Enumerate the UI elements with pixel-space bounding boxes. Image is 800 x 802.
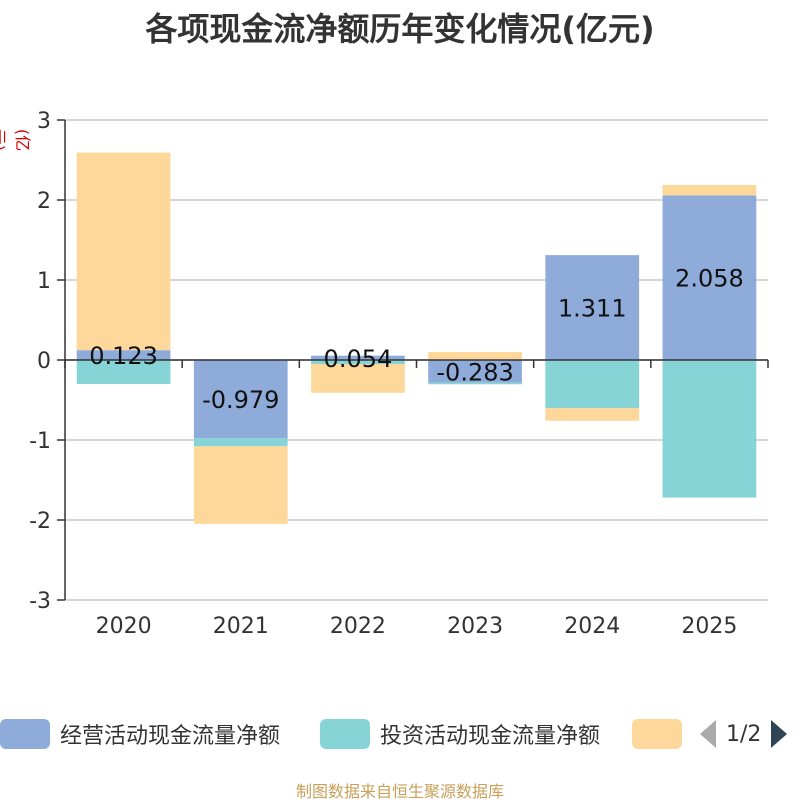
pager-page-text: 1/2 <box>726 721 762 747</box>
y-tick-label: -3 <box>29 589 51 614</box>
bar-2024-series-1 <box>545 360 640 408</box>
bar-2024-series-0 <box>545 255 640 360</box>
x-tick-label: 2021 <box>213 614 269 639</box>
data-label: 0.123 <box>89 342 158 370</box>
y-tick-label: -2 <box>29 509 51 534</box>
bar-2021-series-1 <box>193 438 288 447</box>
bar-2022-series-0 <box>311 355 405 360</box>
bar-chart: 3 2 1 0 -1 -2 -3 2020 2021 2022 2023 2024 2025 0.123 -… <box>29 109 769 639</box>
bar-2024-series-2 <box>545 408 640 421</box>
data-label: -0.979 <box>202 386 279 414</box>
legend-item-operating[interactable]: 经营活动现金流量净额 <box>0 714 280 754</box>
data-label: -0.283 <box>436 358 513 386</box>
data-source-note: 制图数据来自恒生聚源数据库 <box>295 782 504 801</box>
y-tick-label: 2 <box>37 189 51 214</box>
bar-2020-series-2 <box>76 152 171 351</box>
bar-2025-series-2 <box>662 184 757 196</box>
x-tick-label: 2020 <box>96 614 152 639</box>
y-tick-label: 1 <box>37 269 51 294</box>
y-tick-label: 0 <box>37 349 51 374</box>
bar-2023-series-0 <box>428 360 522 383</box>
pager-prev-icon[interactable] <box>700 720 716 748</box>
y-tick-label: 3 <box>37 109 51 134</box>
x-tick-label: 2024 <box>564 614 620 639</box>
bar-2025-series-0 <box>662 195 757 360</box>
pager-next-icon[interactable] <box>771 720 788 748</box>
bar-2021-series-0 <box>193 360 288 439</box>
legend-swatch-investing <box>320 719 370 749</box>
legend-swatch-operating <box>0 719 50 749</box>
legend-swatch-financing <box>632 719 682 749</box>
bar-2020-series-0 <box>76 350 171 360</box>
legend-item-investing[interactable]: 投资活动现金流量净额 <box>320 714 600 754</box>
bar-2020-series-1 <box>76 360 171 384</box>
bar-2022-series-1 <box>311 360 405 364</box>
bar-2022-series-2 <box>311 364 405 393</box>
data-label: 2.058 <box>675 265 744 293</box>
bar-2021-series-2 <box>193 446 288 524</box>
data-label: 0.054 <box>324 345 393 373</box>
chart-title: 各项现金流净额历年变化情况(亿元) <box>145 10 655 48</box>
legend-item-financing[interactable] <box>632 714 682 754</box>
legend: 经营活动现金流量净额 投资活动现金流量净额 <box>0 714 800 754</box>
bar-2023-series-2 <box>428 352 522 360</box>
legend-label-investing: 投资活动现金流量净额 <box>380 724 601 749</box>
x-tick-label: 2025 <box>681 614 737 639</box>
data-label: 1.311 <box>558 295 627 323</box>
legend-pager: 1/2 <box>700 714 788 754</box>
bar-2025-series-1 <box>662 360 757 498</box>
bar-2023-series-1 <box>428 382 522 385</box>
x-tick-label: 2023 <box>447 614 503 639</box>
x-tick-label: 2022 <box>330 614 386 639</box>
legend-label-operating: 经营活动现金流量净额 <box>60 724 281 749</box>
y-tick-label: -1 <box>29 429 51 454</box>
